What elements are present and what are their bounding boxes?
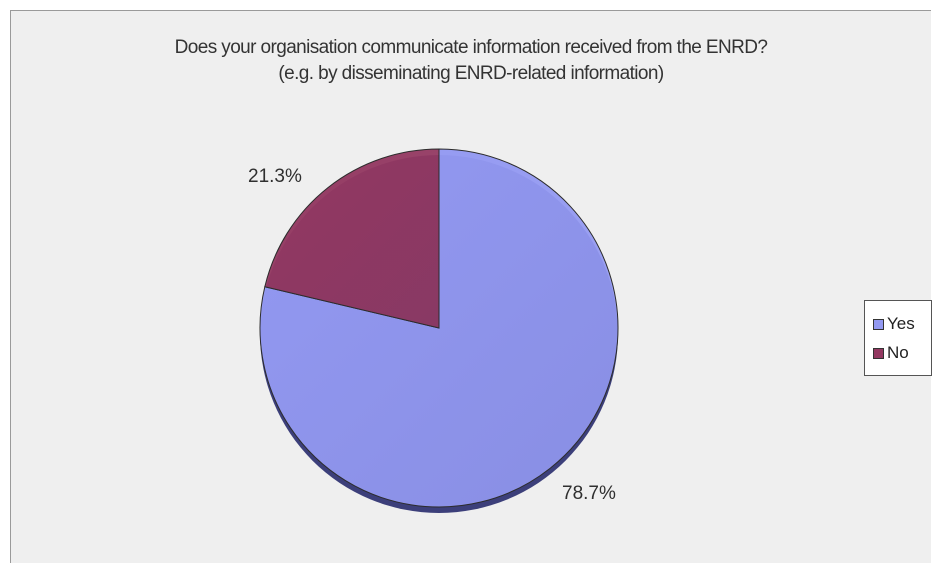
data-label-no: 21.3% (248, 166, 302, 187)
legend-item-yes: Yes (873, 314, 915, 334)
legend-label-yes: Yes (887, 314, 915, 333)
legend-label-no: No (887, 343, 909, 362)
pie-slice-no (264, 148, 440, 329)
chart-subtitle: (e.g. by disseminating ENRD-related info… (278, 63, 664, 84)
pie-chart (259, 148, 619, 513)
chart-area: Does your organisation communicate infor… (10, 10, 932, 563)
legend-item-no: No (873, 343, 909, 363)
data-label-yes: 78.7% (562, 483, 616, 504)
chart-title: Does your organisation communicate infor… (174, 37, 768, 58)
legend-swatch-no (873, 347, 884, 359)
legend-swatch-yes (873, 318, 884, 330)
pie-slice-yes (259, 148, 619, 508)
legend: Yes No (864, 300, 932, 376)
